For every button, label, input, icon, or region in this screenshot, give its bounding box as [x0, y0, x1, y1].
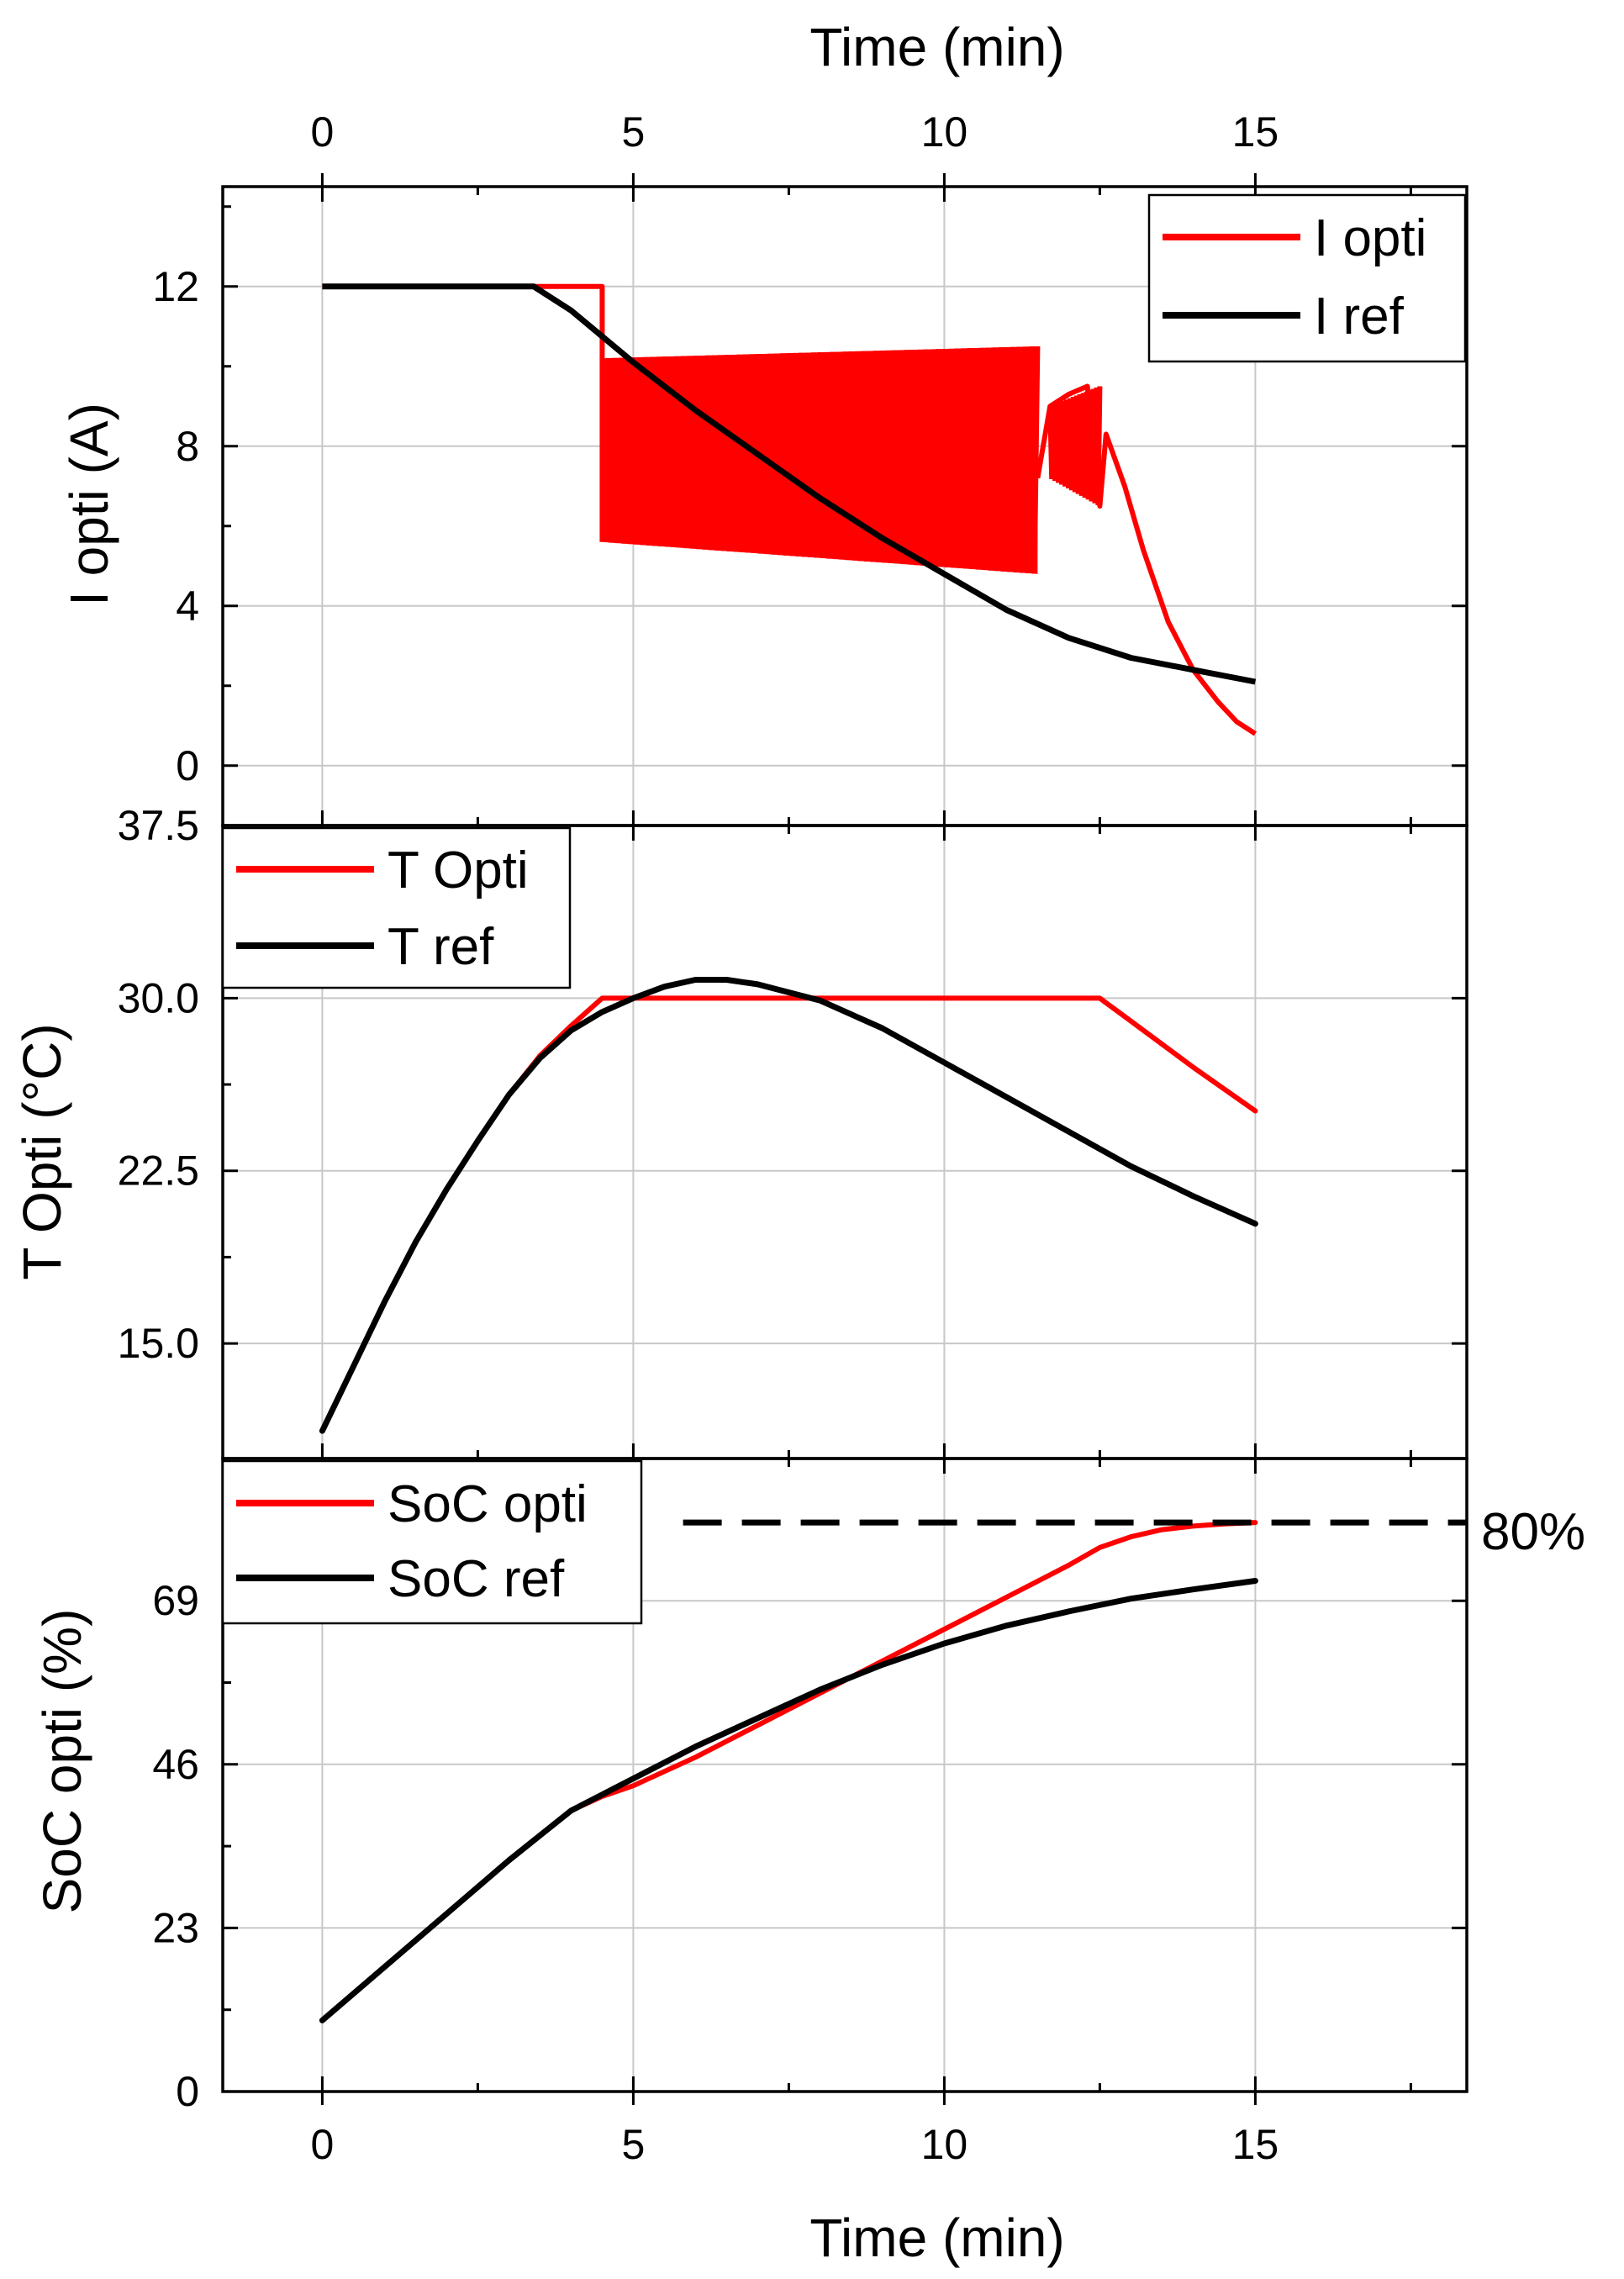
- top-x-tick-label: 10: [921, 108, 968, 156]
- legend-label: SoC opti: [388, 1475, 588, 1533]
- legend-layer: I opti I ref T Opti T ref SoC opti SoC ref: [221, 193, 1467, 1625]
- bottom-x-tick-label: 5: [621, 2121, 645, 2168]
- y-tick-label: 15.0: [118, 1320, 199, 1367]
- i-opti-line-start: [322, 283, 605, 542]
- y-tick-label: 0: [176, 2068, 199, 2115]
- bottom-x-tick-label: 0: [310, 2121, 334, 2168]
- y-tick-label: 22.5: [118, 1147, 199, 1195]
- bottom-x-tick-label: 10: [921, 2121, 968, 2168]
- reference-line-label: 80%: [1481, 1503, 1585, 1561]
- legend-box: [221, 826, 572, 989]
- y-tick-label: 46: [152, 1741, 199, 1788]
- temperature-y-axis-title: T Opti (°C): [12, 1023, 72, 1279]
- legend-box: [221, 1459, 643, 1625]
- soc-ref-line: [319, 1578, 1258, 2023]
- tick-layer: 0 4 8 12 15.0 22.5 30.0 37.5 0 23 46 69 0 5 10 15 0 5 10 15: [118, 108, 1467, 2168]
- y-tick-label: 8: [176, 423, 199, 470]
- top-x-tick-label: 15: [1232, 108, 1279, 156]
- legend-label: I opti: [1314, 209, 1426, 267]
- y-tick-label: 4: [176, 583, 199, 630]
- top-x-tick-label: 0: [310, 108, 334, 156]
- i-opti-line-tail: [1035, 383, 1258, 736]
- grid-layer: [223, 187, 1467, 2092]
- y-tick-label: 37.5: [118, 802, 199, 849]
- legend-label: T Opti: [388, 841, 529, 899]
- legend-box: [1147, 193, 1467, 363]
- data-layer: [319, 283, 1467, 2023]
- top-x-tick-label: 5: [621, 108, 645, 156]
- y-tick-label: 23: [152, 1904, 199, 1951]
- legend-label: SoC ref: [388, 1550, 565, 1608]
- soc-y-axis-title: SoC opti (%): [32, 1609, 92, 1914]
- top-x-axis-title: Time (min): [809, 17, 1064, 77]
- y-tick-label: 30.0: [118, 974, 199, 1021]
- legend-label: I ref: [1314, 288, 1405, 346]
- y-tick-label: 69: [152, 1577, 199, 1624]
- i-ref-line: [322, 283, 1257, 685]
- panel-frame: [221, 1457, 1468, 2093]
- i-opti-oscillation-band: [602, 346, 1038, 574]
- t-opti-line: [319, 995, 1258, 1434]
- current-y-axis-title: I opti (A): [59, 403, 119, 606]
- bottom-x-tick-label: 15: [1232, 2121, 1279, 2168]
- t-ref-line: [319, 977, 1258, 1434]
- i-opti-oscillation-second: [1047, 386, 1103, 505]
- frame-layer: [221, 185, 1468, 2093]
- legend-label: T ref: [388, 918, 494, 976]
- bottom-x-axis-title: Time (min): [809, 2208, 1064, 2268]
- y-tick-label: 12: [152, 263, 199, 310]
- y-tick-label: 0: [176, 742, 199, 789]
